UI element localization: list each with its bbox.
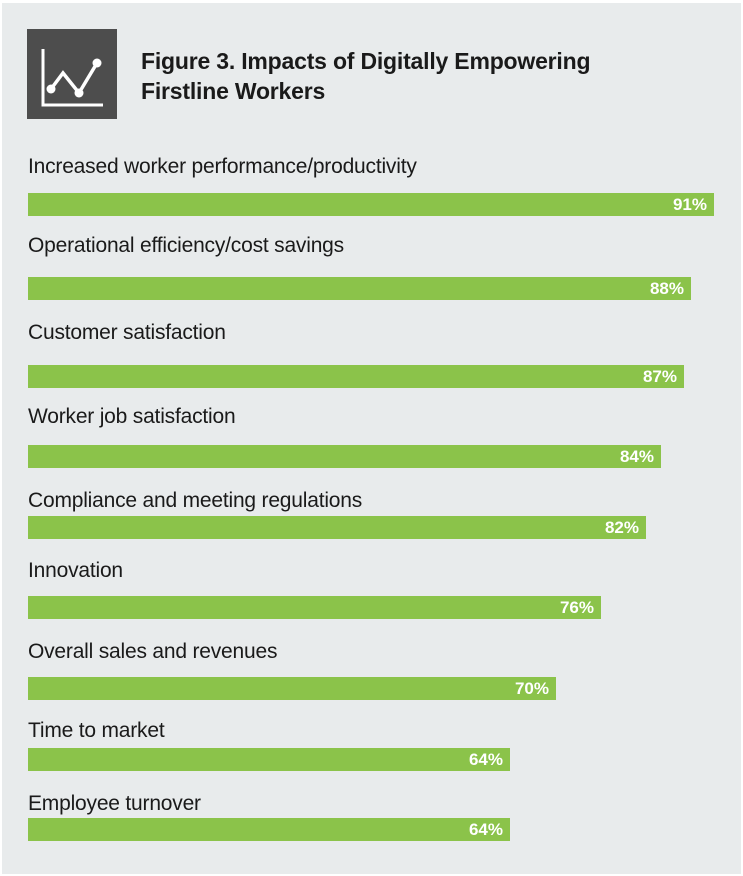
- bar: 70%: [28, 677, 556, 700]
- bar-value-label: 84%: [619, 447, 654, 466]
- bar-value-label: 64%: [468, 820, 503, 839]
- bar-value-label: 91%: [672, 195, 707, 214]
- category-label: Employee turnover: [28, 792, 201, 815]
- category-label: Worker job satisfaction: [28, 405, 236, 428]
- bar: 64%: [28, 748, 510, 771]
- category-label: Increased worker performance/productivit…: [28, 155, 417, 178]
- bar-value-label: 88%: [649, 279, 684, 298]
- bar: 91%: [28, 193, 714, 216]
- chart-title-line2: Firstline Workers: [141, 78, 326, 104]
- bar: 64%: [28, 818, 510, 841]
- bar: 76%: [28, 596, 601, 619]
- chart-title-line1: Figure 3. Impacts of Digitally Empowerin…: [141, 48, 591, 74]
- bar-value-label: 70%: [514, 679, 549, 698]
- bar-value-label: 82%: [604, 518, 639, 537]
- bar-value-label: 76%: [559, 598, 594, 617]
- category-label: Compliance and meeting regulations: [28, 489, 363, 512]
- bar-chart: Increased worker performance/productivit…: [2, 3, 741, 874]
- bar-value-label: 64%: [468, 750, 503, 769]
- bar: 82%: [28, 516, 646, 539]
- category-label: Time to market: [28, 719, 165, 742]
- bar: 87%: [28, 365, 684, 388]
- figure-panel: Figure 3. Impacts of Digitally Empowerin…: [2, 3, 741, 874]
- category-label: Overall sales and revenues: [28, 640, 278, 663]
- chart-title: Figure 3. Impacts of Digitally Empowerin…: [141, 46, 701, 106]
- category-label: Customer satisfaction: [28, 321, 226, 344]
- category-label: Innovation: [28, 559, 123, 582]
- bar-value-label: 87%: [642, 367, 677, 386]
- bar: 84%: [28, 445, 661, 468]
- line-chart-icon: [27, 29, 117, 119]
- line-chart-glyph: [41, 49, 103, 107]
- category-label: Operational efficiency/cost savings: [28, 234, 344, 257]
- bar: 88%: [28, 277, 691, 300]
